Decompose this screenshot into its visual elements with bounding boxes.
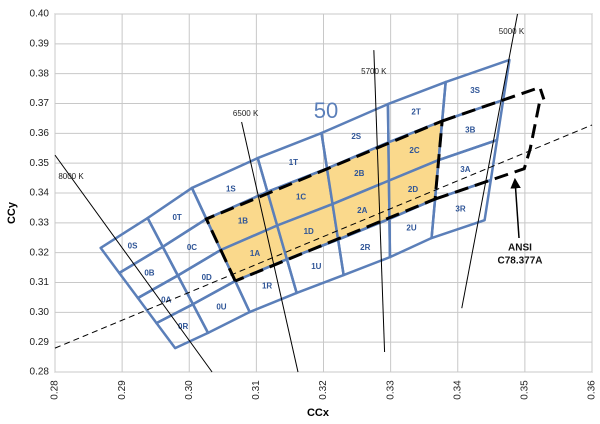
cct-label: 8000 K [58, 172, 84, 181]
cct-line [54, 154, 213, 373]
cct-line [461, 13, 518, 309]
x-tick-label: 0.31 [251, 380, 262, 400]
y-tick-label: 0.30 [30, 307, 50, 318]
bin-label: 3R [455, 204, 465, 213]
y-tick-label: 0.40 [30, 9, 50, 20]
bin-label: 0R [178, 322, 188, 331]
cct-label: 5700 K [361, 67, 387, 76]
x-tick-label: 0.30 [184, 380, 195, 400]
bin-label: 1C [296, 193, 306, 202]
bin-label: 1U [311, 262, 321, 271]
bin-label: 1B [238, 217, 248, 226]
y-tick-label: 0.39 [30, 38, 50, 49]
bin-label: 2T [411, 107, 420, 116]
annotation: ANSI [508, 243, 532, 254]
bin-label: 0D [202, 273, 212, 282]
bin-label: 3A [460, 165, 470, 174]
cct-line [373, 50, 386, 353]
y-tick-label: 0.37 [30, 98, 50, 109]
x-tick-label: 0.33 [385, 380, 396, 400]
y-tick-label: 0.32 [30, 247, 50, 258]
y-axis-label: CCy [6, 201, 18, 224]
x-tick-label: 0.35 [520, 380, 531, 400]
bin-label: 2A [357, 206, 367, 215]
y-tick-label: 0.29 [30, 337, 50, 348]
y-tick-label: 0.38 [30, 68, 50, 79]
x-tick-label: 0.28 [50, 380, 61, 400]
x-tick-label: 0.36 [587, 380, 598, 400]
bin-label: 1S [226, 184, 236, 193]
x-tick-label: 0.34 [452, 380, 463, 400]
bin-label: 3B [465, 125, 475, 134]
annotation: C78.377A [497, 256, 542, 267]
bin-label: 0S [128, 242, 138, 251]
ansi-extension [434, 98, 542, 201]
bin-label: 2R [360, 243, 370, 252]
bin-label: 0A [161, 295, 171, 304]
bin-label: 1A [250, 249, 260, 258]
y-tick-label: 0.33 [30, 217, 50, 228]
y-tick-label: 0.31 [30, 277, 50, 288]
cct-line [241, 121, 299, 373]
x-tick-label: 0.29 [117, 380, 128, 400]
bin-label: 0U [216, 303, 226, 312]
x-tick-label: 0.32 [318, 380, 329, 400]
y-tick-label: 0.28 [30, 367, 50, 378]
y-tick-label: 0.35 [30, 158, 50, 169]
bin-label: 2B [354, 169, 364, 178]
region-label: 50 [314, 98, 338, 123]
bin-label: 3S [470, 86, 480, 95]
x-axis-label: CCx [307, 407, 330, 419]
bin-label: 2D [408, 185, 418, 194]
ansi-extension [441, 85, 546, 123]
bin-label: 2U [406, 223, 416, 232]
y-tick-label: 0.36 [30, 128, 50, 139]
y-tick-label: 0.34 [30, 188, 50, 199]
locus-line [54, 124, 593, 349]
bin-label: 1T [289, 158, 298, 167]
bin-label: 1R [262, 281, 272, 290]
annotation-arrow [510, 177, 521, 239]
bin [430, 178, 493, 240]
cct-label: 6500 K [233, 109, 259, 118]
bin-label: 0B [144, 268, 154, 277]
bin-label: 0T [172, 213, 181, 222]
bin-label: 0C [187, 243, 197, 252]
cct-label: 5000 K [499, 27, 525, 36]
bin-label: 2S [351, 132, 361, 141]
bin-label: 2C [409, 146, 419, 155]
bin-label: 1D [304, 227, 314, 236]
